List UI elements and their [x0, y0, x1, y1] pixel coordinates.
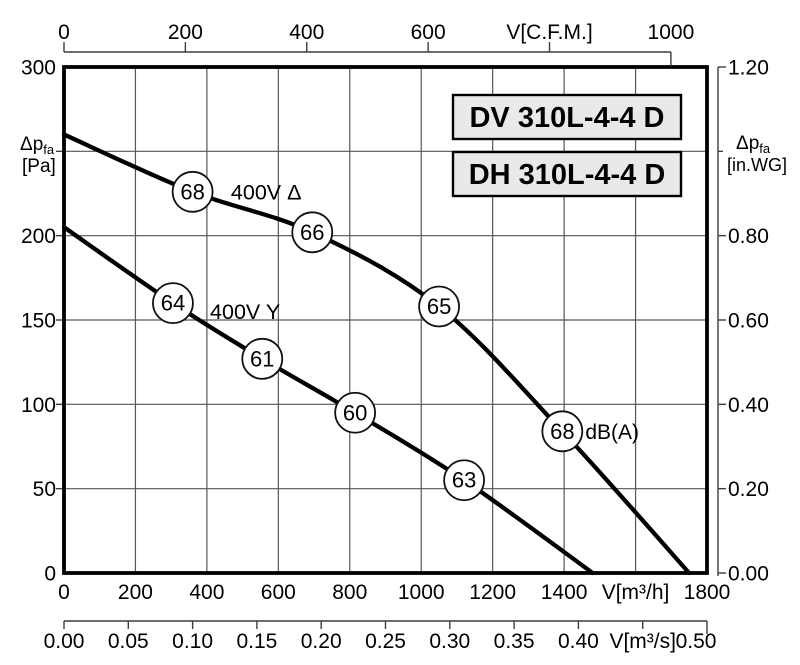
model-box-dh — [451, 150, 683, 198]
noise-level-value: 60 — [343, 400, 367, 425]
noise-level-value: 61 — [250, 346, 274, 371]
plot-border — [62, 65, 709, 575]
noise-level-value: 65 — [427, 294, 451, 319]
top-axis-tick-label: 600 — [411, 21, 446, 44]
curve-label-400v-delta: 400V Δ — [231, 180, 302, 204]
bottom-axis-title: V[m³/h] — [602, 581, 670, 604]
top-axis-title: V[C.F.M.] — [506, 21, 592, 44]
mps-axis-tick-label: 0.20 — [301, 630, 342, 653]
mps-axis-tick-label: 0.25 — [365, 630, 406, 653]
left-axis-tick-label: 100 — [21, 394, 56, 417]
bottom-axis-tick-label: 400 — [189, 581, 224, 604]
model-label-dh: DH 310L-4-4 D — [469, 159, 666, 191]
right-axis-tick-label: 0.20 — [728, 478, 769, 501]
noise-level-badge — [171, 170, 214, 213]
bottom-axis-tick-label: 1200 — [469, 581, 516, 604]
right-axis-tick-label: 0.00 — [728, 563, 769, 586]
bottom-axis-tick-label: 200 — [118, 581, 153, 604]
top-axis-tick-label: 200 — [168, 21, 203, 44]
left-axis-tick-label: 50 — [33, 478, 56, 501]
left-axis-tick-label: 0 — [44, 563, 56, 586]
mps-axis-tick-label: 0.30 — [429, 630, 470, 653]
noise-level-badge — [443, 459, 485, 502]
bottom-axis-tick-label: 0 — [58, 581, 70, 604]
top-axis-tick-label: 1000 — [648, 21, 695, 44]
noise-level-value: 66 — [300, 220, 324, 245]
bottom-axis-tick-label: 1800 — [684, 581, 731, 604]
curve-label-400v-y: 400V Y — [210, 300, 280, 324]
bottom-axis-tick-label: 1000 — [398, 581, 445, 604]
right-axis-title: Δpfa — [736, 133, 771, 156]
noise-level-value: 64 — [161, 291, 185, 316]
mps-axis-tick-label: 0.00 — [44, 630, 85, 653]
mps-axis-tick-label: 0.35 — [494, 630, 535, 653]
right-axis-tick-label: 0.40 — [728, 394, 769, 417]
noise-level-badge — [541, 410, 584, 453]
noise-level-badge — [291, 211, 334, 254]
left-axis-tick-label: 200 — [21, 225, 56, 248]
bottom-axis-tick-label: 600 — [261, 581, 296, 604]
bottom-axis-tick-label: 1400 — [541, 581, 588, 604]
left-axis-tick-label: 150 — [21, 310, 56, 333]
mps-axis-tick-label: 0.10 — [172, 630, 213, 653]
noise-level-badge — [152, 282, 194, 325]
mps-axis-tick-label: 0.05 — [108, 630, 149, 653]
noise-level-badge — [241, 337, 284, 380]
mps-axis-tick-label: 0.15 — [236, 630, 277, 653]
top-axis-tick-label: 0 — [58, 21, 70, 44]
right-axis-tick-label: 0.80 — [728, 225, 769, 248]
mps-axis-tick-label: 0.40 — [558, 630, 599, 653]
right-axis-tick-label: 1.20 — [728, 57, 769, 80]
model-label-dv: DV 310L-4-4 D — [469, 102, 664, 134]
left-axis-unit: [Pa] — [22, 156, 56, 177]
noise-level-badge — [418, 285, 460, 328]
left-axis-tick-label: 300 — [21, 57, 56, 80]
mps-axis-tick-label: 0.50 — [676, 630, 717, 653]
bottom-axis-tick-label: 800 — [332, 581, 367, 604]
top-axis-tick-label: 400 — [289, 21, 324, 44]
noise-level-value: 63 — [452, 468, 476, 493]
noise-unit-label: dB(A) — [585, 421, 639, 444]
noise-level-value: 68 — [550, 419, 574, 444]
noise-level-badge — [334, 391, 377, 434]
right-axis-unit: [in.WG] — [727, 155, 787, 175]
right-axis-tick-label: 0.60 — [728, 310, 769, 333]
noise-level-value: 68 — [180, 179, 204, 204]
model-box-dv — [451, 93, 683, 141]
left-axis-title: Δpfa — [20, 134, 55, 157]
mps-axis-title: V[m³/s] — [609, 630, 676, 653]
